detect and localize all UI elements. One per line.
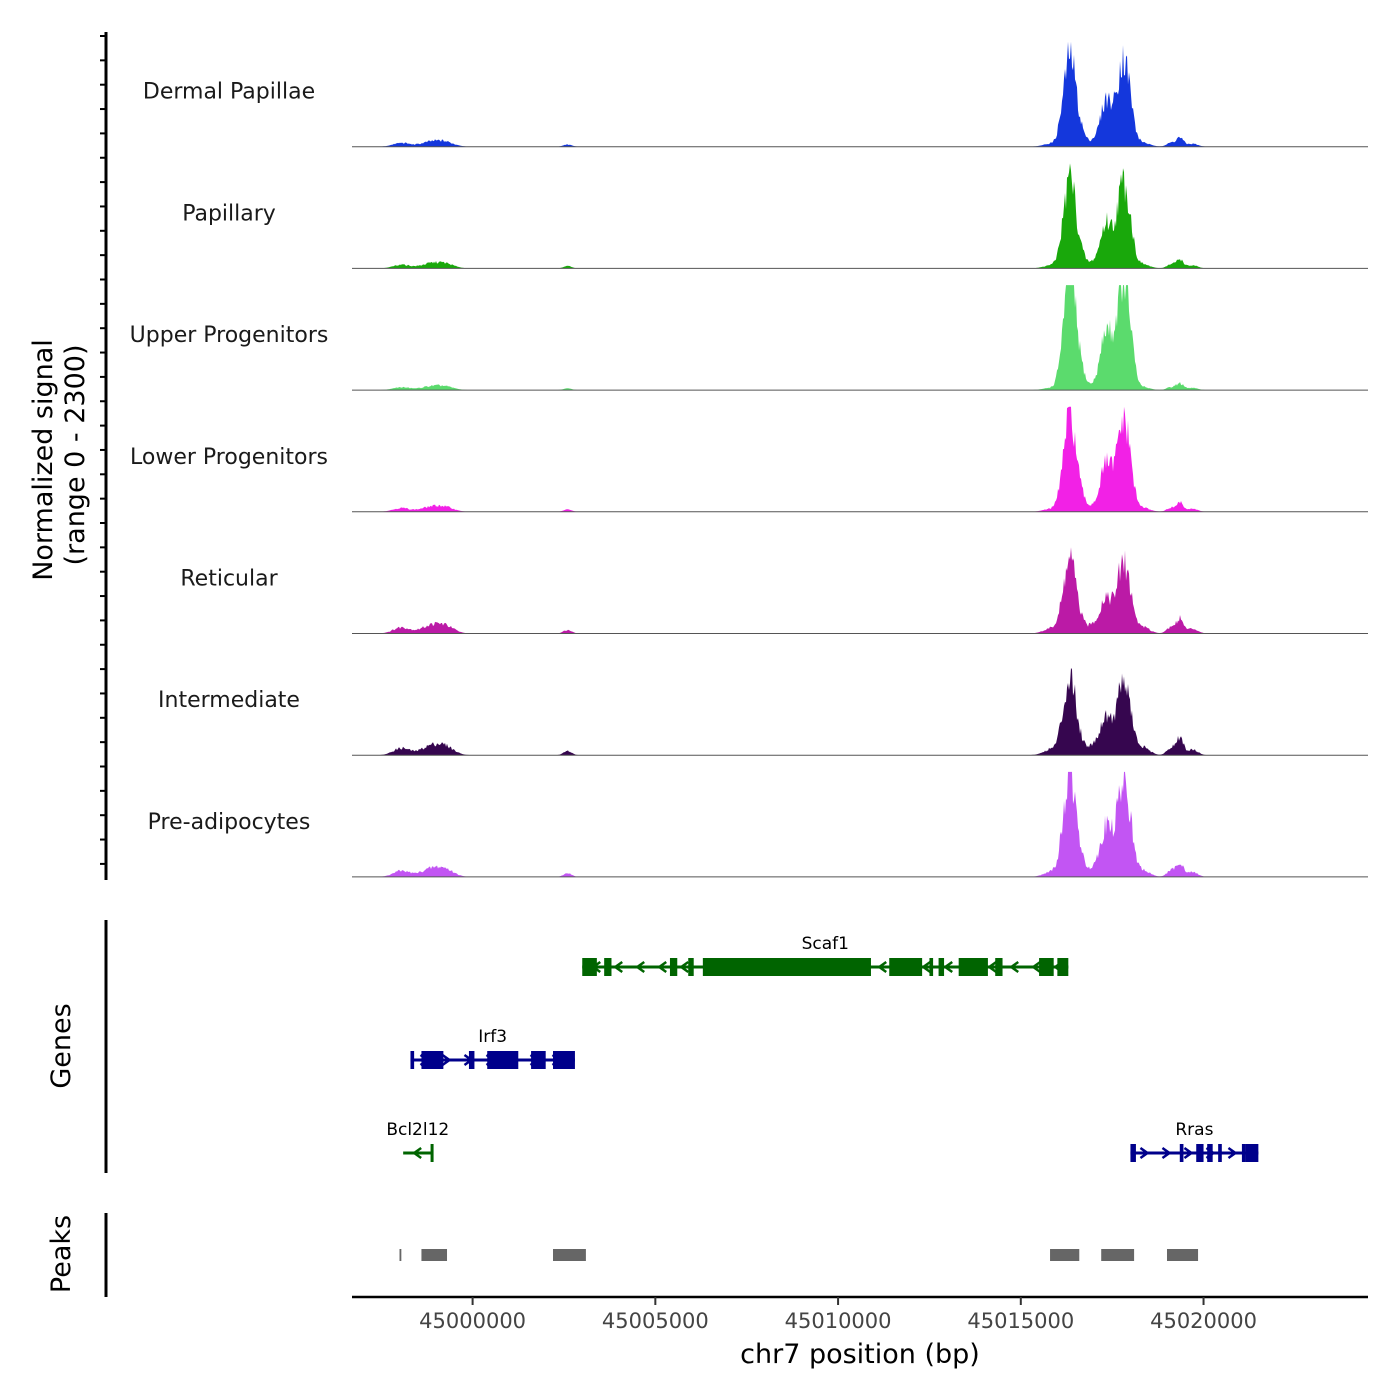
gene-exon [430, 1144, 434, 1162]
track-label: Upper Progenitors [130, 323, 329, 348]
track-label: Papillary [182, 201, 276, 226]
axes: 45000000 45005000 45010000 45015000 45020000 [100, 32, 1368, 1333]
gene-track: Scaf1 Irf3 Bcl2l12 Rras [386, 934, 1259, 1162]
y-axis-label-line2: (range 0 - 2300) [60, 345, 91, 566]
x-tick-label: 45000000 [419, 1309, 526, 1333]
signal-area [352, 547, 1368, 634]
gene-exon [487, 1051, 519, 1069]
gene-exon [1218, 1144, 1222, 1162]
strand-arrow [943, 960, 953, 974]
peaks-axis-label: Peaks [46, 1215, 77, 1293]
gene-scaf1: Scaf1 [582, 934, 1069, 976]
gene-exon [1057, 958, 1069, 976]
strand-arrow [441, 1053, 452, 1067]
strand-arrow [1227, 1146, 1238, 1160]
genes-axis-label: Genes [46, 1003, 77, 1088]
gene-exon [1207, 1144, 1213, 1162]
gene-exon [1241, 1144, 1246, 1162]
x-axis-title: chr7 position (bp) [740, 1339, 980, 1370]
y-axis-label-line1: Normalized signal [28, 339, 59, 581]
strand-arrow [1031, 960, 1041, 974]
gene-exon [468, 1051, 475, 1069]
strand-arrow [635, 960, 645, 974]
gene-exon [421, 1051, 444, 1069]
gene-label: Irf3 [478, 1027, 507, 1047]
gene-exon [531, 1051, 546, 1069]
strand-arrow [679, 960, 689, 974]
gene-irf3: Irf3 [410, 1027, 575, 1069]
peak-region [1166, 1249, 1199, 1261]
gene-exon [958, 958, 988, 976]
track-label: Reticular [180, 567, 278, 592]
peak-region [1101, 1249, 1135, 1261]
gene-bcl2l12: Bcl2l12 [386, 1120, 449, 1162]
gene-label: Bcl2l12 [386, 1120, 449, 1140]
track-intermediate: Intermediate [158, 667, 1368, 756]
gene-label: Scaf1 [802, 934, 849, 954]
signal-area [352, 41, 1368, 147]
gene-exon [938, 958, 945, 976]
gene-exon [410, 1051, 415, 1069]
x-tick-label: 45020000 [1150, 1309, 1257, 1333]
strand-arrow [877, 960, 887, 974]
peak-region [399, 1249, 402, 1261]
track-label: Pre-adipocytes [148, 810, 311, 835]
track-reticular: Reticular [180, 547, 1368, 634]
gene-exon [929, 958, 934, 976]
strand-arrow [921, 960, 931, 974]
track-papillary: Papillary [182, 163, 1368, 269]
x-tick-label: 45015000 [967, 1309, 1074, 1333]
gene-rras: Rras [1130, 1120, 1259, 1162]
gene-exon [1039, 958, 1054, 976]
peak-region [553, 1249, 586, 1261]
gene-exon [669, 958, 678, 976]
gene-exon [1130, 1144, 1136, 1162]
track-lower-progenitors: Lower Progenitors [130, 406, 1368, 513]
signal-area [352, 406, 1368, 512]
gene-exon [582, 958, 597, 976]
track-upper-progenitors: Upper Progenitors [130, 285, 1368, 391]
gene-exon [995, 958, 1003, 976]
gene-exon [702, 958, 871, 976]
x-tick-label: 45005000 [602, 1309, 709, 1333]
strand-arrow [657, 960, 667, 974]
track-label: Dermal Papillae [143, 80, 315, 105]
signal-area [352, 771, 1368, 877]
peak-region [1050, 1249, 1080, 1261]
gene-exon [688, 958, 694, 976]
track-label: Lower Progenitors [130, 445, 328, 470]
track-pre-adipocytes: Pre-adipocytes [148, 771, 1368, 878]
gene-exon [1179, 1144, 1184, 1162]
strand-arrow [1161, 1146, 1172, 1160]
gene-exon [604, 958, 612, 976]
signal-area [352, 163, 1368, 269]
strand-arrow [1139, 1146, 1150, 1160]
gene-exon [889, 958, 923, 976]
peak-track [399, 1249, 1199, 1261]
gene-exon [1245, 1144, 1259, 1162]
strand-arrow [613, 960, 623, 974]
gene-label: Rras [1175, 1120, 1213, 1140]
signal-area [352, 667, 1368, 756]
track-dermal-papillae: Dermal Papillae [143, 41, 1368, 148]
peak-region [421, 1249, 448, 1261]
strand-arrow [1183, 1146, 1194, 1160]
x-tick-label: 45010000 [785, 1309, 892, 1333]
strand-arrow [1009, 960, 1019, 974]
strand-arrow [412, 1146, 422, 1160]
strand-arrow [987, 960, 997, 974]
gene-exon [553, 1051, 575, 1069]
gene-exon [1196, 1144, 1204, 1162]
signal-area [352, 285, 1368, 391]
track-label: Intermediate [158, 688, 300, 713]
signal-tracks: Dermal Papillae Papillary Upper Progenitor… [130, 41, 1368, 878]
